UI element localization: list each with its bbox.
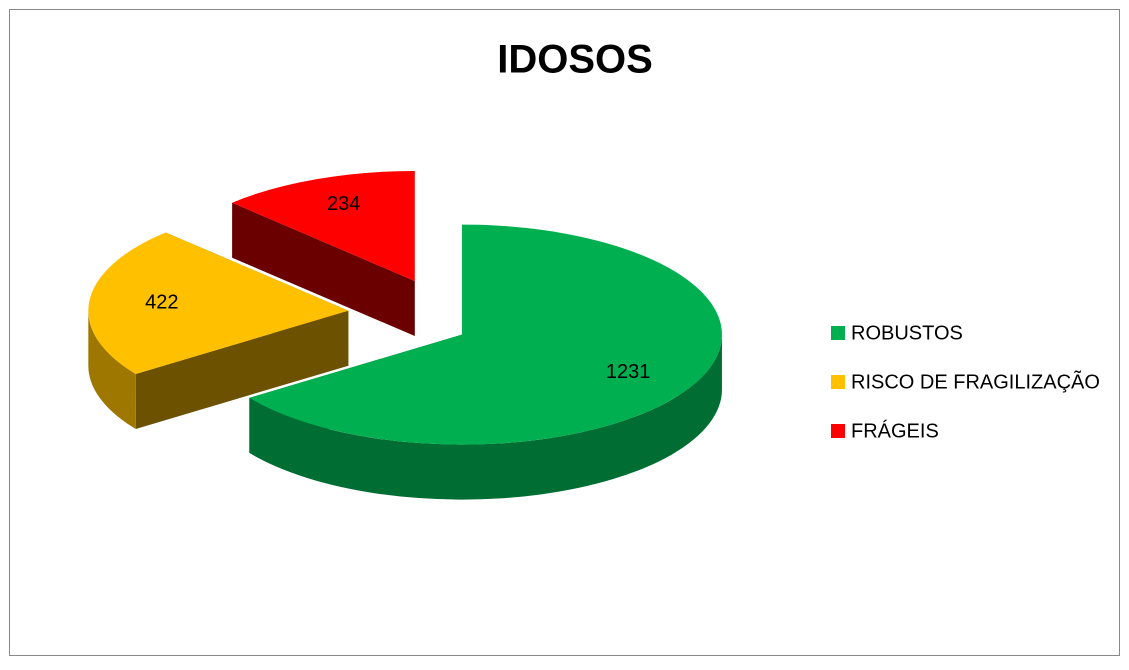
slice bbox=[249, 224, 722, 445]
legend-label: ROBUSTOS bbox=[851, 322, 963, 344]
data-label: 234 bbox=[327, 193, 360, 215]
slice-wall bbox=[232, 202, 415, 336]
chart-title: IDOSOS bbox=[497, 38, 653, 82]
slice-side bbox=[88, 310, 136, 430]
slice-side bbox=[249, 334, 722, 500]
slice bbox=[232, 170, 415, 281]
legend-label: FRÁGEIS bbox=[851, 419, 939, 442]
legend-swatch bbox=[831, 424, 845, 438]
pie: 1231 422 234 bbox=[88, 170, 722, 500]
slice bbox=[88, 232, 349, 375]
legend-label: RISCO DE FRAGILIZAÇÃO bbox=[851, 369, 1100, 393]
legend: ROBUSTOS RISCO DE FRAGILIZAÇÃO FRÁGEIS bbox=[831, 322, 1100, 442]
legend-swatch bbox=[831, 375, 845, 389]
legend-swatch bbox=[831, 326, 845, 340]
data-label: 422 bbox=[145, 292, 178, 314]
data-label: 1231 bbox=[606, 361, 651, 383]
